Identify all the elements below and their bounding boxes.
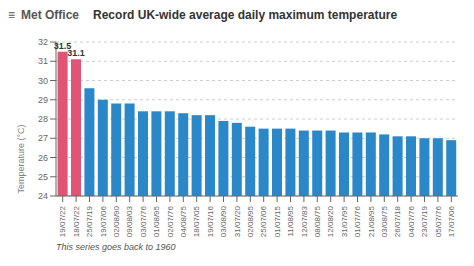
- svg-text:03/08/75: 03/08/75: [380, 205, 389, 237]
- svg-text:18/07/05: 18/07/05: [192, 205, 201, 237]
- svg-text:03/07/76: 03/07/76: [139, 205, 148, 237]
- svg-text:04/08/75: 04/08/75: [179, 205, 188, 237]
- svg-text:Temperature (°C): Temperature (°C): [16, 124, 26, 193]
- svg-text:03/08/90: 03/08/90: [219, 205, 228, 237]
- svg-text:19/07/16: 19/07/16: [206, 205, 215, 237]
- svg-text:24: 24: [38, 191, 48, 201]
- svg-text:09/08/03: 09/08/03: [125, 205, 134, 237]
- svg-text:27: 27: [38, 133, 48, 143]
- svg-text:31/07/20: 31/07/20: [233, 205, 242, 237]
- svg-text:02/07/76: 02/07/76: [166, 205, 175, 237]
- svg-text:31.1: 31.1: [67, 48, 85, 58]
- html-text:Record UK-wide average daily m: Record UK-wide average daily maximum tem…: [93, 8, 398, 22]
- svg-text:17/07/06: 17/07/06: [447, 205, 456, 237]
- svg-text:21/08/95: 21/08/95: [367, 205, 376, 237]
- svg-text:31: 31: [38, 56, 48, 66]
- svg-text:04/07/76: 04/07/76: [407, 205, 416, 237]
- svg-text:08/08/75: 08/08/75: [313, 205, 322, 237]
- svg-text:19/07/22: 19/07/22: [58, 205, 67, 237]
- svg-text:25/07/06: 25/07/06: [259, 205, 268, 237]
- svg-text:12/08/20: 12/08/20: [326, 205, 335, 237]
- svg-text:01/07/76: 01/07/76: [353, 205, 362, 237]
- svg-text:01/08/95: 01/08/95: [152, 205, 161, 237]
- svg-text:23/07/19: 23/07/19: [420, 205, 429, 237]
- svg-text:26/07/18: 26/07/18: [393, 205, 402, 237]
- svg-text:18/07/22: 18/07/22: [72, 205, 81, 237]
- svg-text:25: 25: [38, 172, 48, 182]
- svg-text:31.5: 31.5: [53, 40, 72, 51]
- svg-text:01/07/15: 01/07/15: [273, 205, 282, 237]
- svg-text:11/08/95: 11/08/95: [286, 205, 295, 236]
- svg-text:12/07/83: 12/07/83: [300, 205, 309, 237]
- html-text:This series goes back to 1960: This series goes back to 1960: [56, 242, 176, 252]
- svg-text:02/08/90: 02/08/90: [112, 205, 121, 237]
- svg-text:29: 29: [38, 95, 48, 105]
- html-text:Met Office: Met Office: [21, 8, 79, 22]
- svg-text:28: 28: [38, 114, 48, 124]
- svg-text:30: 30: [38, 76, 48, 86]
- svg-text:31/07/95: 31/07/95: [340, 205, 349, 237]
- svg-text:02/08/95: 02/08/95: [246, 205, 255, 237]
- svg-text:05/07/76: 05/07/76: [434, 205, 443, 237]
- svg-text:25/07/19: 25/07/19: [85, 205, 94, 237]
- svg-text:32: 32: [38, 37, 48, 47]
- svg-text:19/07/06: 19/07/06: [99, 205, 108, 237]
- svg-text:26: 26: [38, 153, 48, 163]
